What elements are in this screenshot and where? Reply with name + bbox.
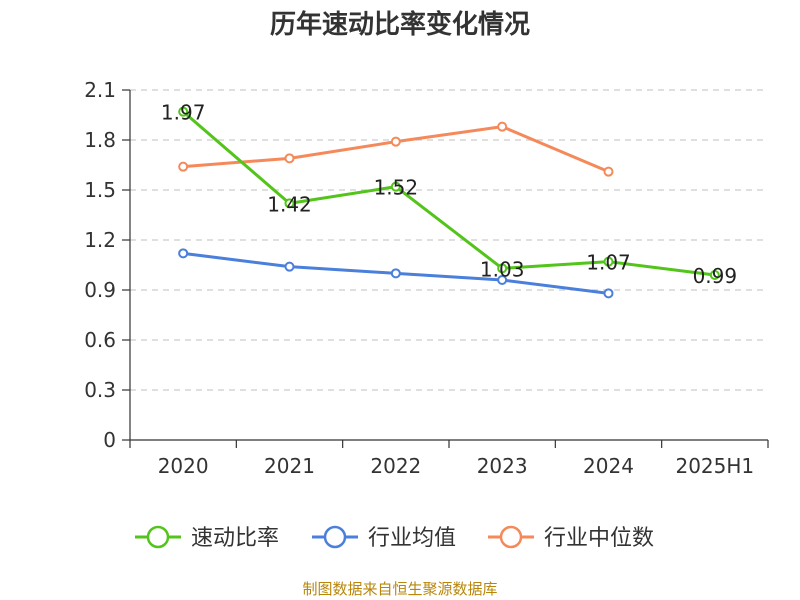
data-label: 0.99	[693, 264, 738, 288]
y-tick-label: 0	[103, 428, 116, 452]
series-point-0	[178, 106, 189, 117]
legend-label: 速动比率	[191, 526, 279, 551]
series-lines	[178, 106, 720, 299]
series-point-1	[497, 275, 508, 285]
series-point-1	[603, 288, 614, 299]
series-point-0	[603, 256, 614, 267]
y-tick-label: 0.3	[84, 378, 116, 402]
legend: 速动比率 行业均值 行业中位数	[135, 525, 654, 551]
series-point-2	[603, 166, 614, 177]
x-tick-label: 2024	[583, 454, 634, 478]
legend-marker-0	[146, 525, 170, 549]
legend-label: 行业均值	[368, 526, 456, 551]
legend-marker-1	[323, 525, 347, 549]
series-line-0	[182, 110, 716, 277]
y-axis: 0 0.3 0.6 0.9 1.2 1.5 1.8 2.1	[84, 78, 131, 452]
y-tick-label: 0.9	[84, 278, 116, 302]
series-point-0	[497, 263, 508, 274]
x-tick-label: 2020	[158, 454, 209, 478]
series-point-2	[497, 121, 508, 132]
y-tick-label: 1.5	[84, 178, 116, 202]
data-label: 1.42	[267, 192, 312, 216]
source-note: 制图数据来自恒生聚源数据库	[302, 580, 497, 598]
series-point-0	[390, 181, 401, 192]
series-point-1	[284, 261, 295, 272]
data-labels: 1.97 1.42 1.52 1.03 1.07 0.99	[161, 101, 737, 288]
y-tick-label: 1.2	[84, 228, 116, 252]
x-tick-label: 2021	[264, 454, 315, 478]
data-label: 1.07	[586, 251, 631, 275]
series-point-2	[284, 153, 295, 164]
y-tick-label: 2.1	[84, 78, 116, 102]
data-label: 1.52	[374, 176, 419, 200]
x-tick-label: 2023	[477, 454, 528, 478]
y-tick-label: 0.6	[84, 328, 116, 352]
series-point-0	[709, 270, 720, 280]
legend-marker-2	[499, 525, 523, 549]
chart-title: 历年速动比率变化情况	[270, 9, 530, 40]
x-axis: 2020 2021 2022 2023 2024 2025H1	[129, 439, 769, 478]
data-label: 1.03	[480, 257, 525, 281]
series-point-2	[178, 161, 189, 172]
data-label: 1.97	[161, 101, 206, 125]
legend-label: 行业中位数	[544, 526, 654, 551]
series-point-1	[390, 268, 401, 279]
series-point-0	[284, 198, 295, 209]
grid	[130, 89, 768, 391]
x-tick-label: 2025H1	[675, 454, 754, 478]
y-tick-label: 1.8	[84, 128, 116, 152]
x-tick-label: 2022	[370, 454, 421, 478]
series-point-2	[390, 136, 401, 147]
series-point-1	[178, 248, 189, 259]
